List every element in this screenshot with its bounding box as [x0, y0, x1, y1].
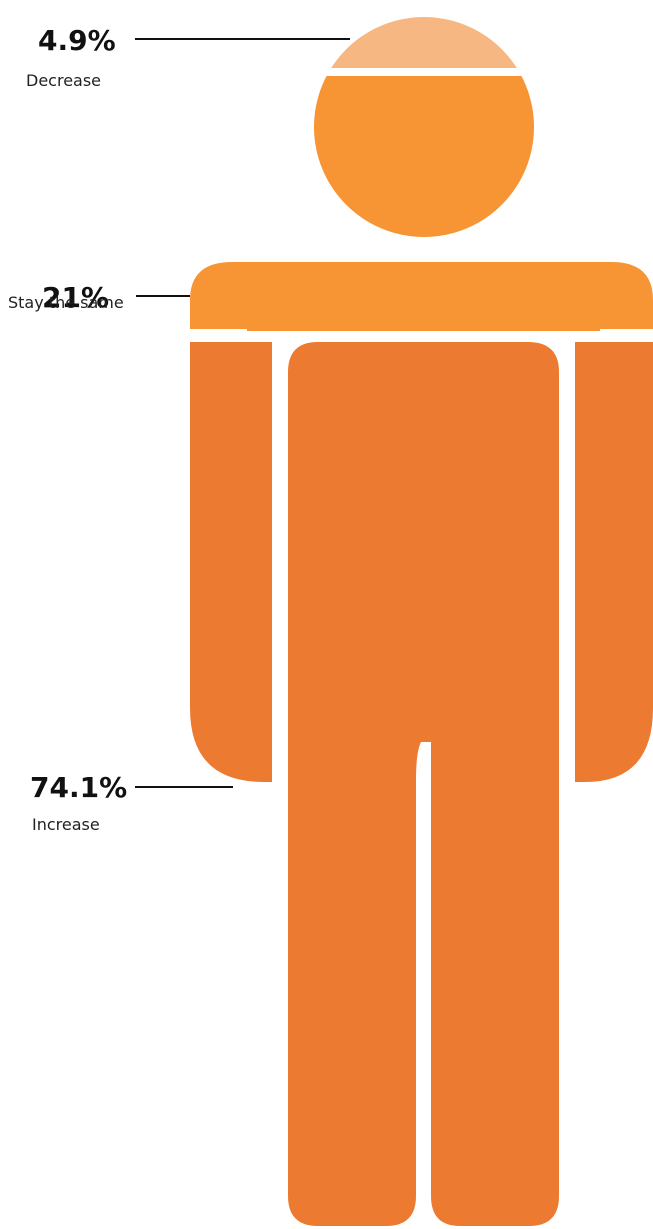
stay-same-leader-line — [136, 295, 190, 297]
decrease-leader-line — [135, 38, 350, 40]
increase-category-label: Increase — [32, 815, 100, 834]
increase-left-arm-segment — [190, 342, 272, 782]
decrease-category-label: Decrease — [26, 71, 102, 90]
stay-same-category-label: Stay the same — [8, 293, 124, 312]
decrease-percent-label: 4.9% — [38, 24, 116, 57]
stay-same-shoulders-segment — [190, 262, 653, 331]
increase-percent-label: 74.1% — [30, 771, 128, 804]
stay-same-percent-label: 21% — [42, 281, 110, 314]
stay-same-head-segment — [314, 76, 534, 237]
increase-body-segment — [288, 342, 559, 1226]
increase-leader-line — [135, 786, 233, 788]
increase-right-arm-segment — [575, 342, 653, 782]
